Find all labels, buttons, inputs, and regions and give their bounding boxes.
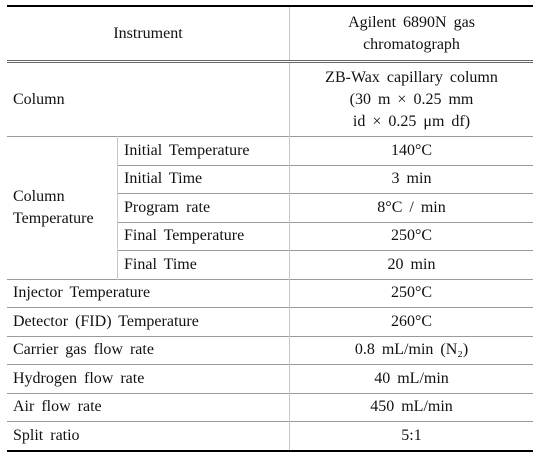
spec-table: Instrument Agilent 6890N gas chromatogra… [7,5,533,452]
value-line: id × 0.25 μm df) [352,112,471,130]
value-line: (30 m × 0.25 mm [349,90,474,108]
row: Injector Temperature 250°C [7,278,533,308]
group-label-line: Temperature [13,209,94,227]
label-cell: Column [7,60,290,137]
value-cell: 0.8 mL/min (N₂) [289,335,533,365]
header-cell: Agilent 6890N gas chromatograph [289,5,533,62]
label-cell: Final Time [117,250,290,279]
value-cell: 260°C [289,307,533,336]
value-cell: 250°C [289,221,533,251]
row: Initial Time 3 min [7,164,533,194]
value-cell: 40 mL/min [289,364,533,393]
label-cell: Carrier gas flow rate [7,335,290,365]
row: Carrier gas flow rate 0.8 mL/min (N₂) [7,335,533,365]
row: Column ZB-Wax capillary column (30 m × 0… [7,60,533,137]
row: Split ratio 5:1 [7,421,533,452]
label-cell: Hydrogen flow rate [7,364,290,393]
label-cell: Detector (FID) Temperature [7,307,290,336]
group-label-cell: Column Temperature [7,136,118,279]
row: Final Time 20 min [7,250,533,279]
value-cell: 450 mL/min [289,392,533,422]
label-cell: Program rate [117,193,290,222]
label-cell: Split ratio [7,421,290,452]
label-cell: Initial Temperature [117,136,290,165]
value-cell: 20 min [289,250,533,279]
label-cell: Injector Temperature [7,278,290,308]
row: Air flow rate 450 mL/min [7,392,533,422]
header-line: Agilent 6890N gas [348,13,475,31]
value-cell: 3 min [289,164,533,194]
row: Final Temperature 250°C [7,221,533,251]
value-cell: 8°C / min [289,193,533,222]
value-cell: 250°C [289,278,533,308]
value-cell: ZB-Wax capillary column (30 m × 0.25 mm … [289,60,533,137]
row: Program rate 8°C / min [7,193,533,222]
label-cell: Initial Time [117,164,290,194]
header-line: chromatograph [363,35,460,53]
header-cell: Instrument [7,5,290,62]
row: Column Temperature Initial Temperature 1… [7,136,533,279]
row: Detector (FID) Temperature 260°C [7,307,533,336]
value-line: ZB-Wax capillary column [325,68,498,86]
row: Hydrogen flow rate 40 mL/min [7,364,533,393]
label-cell: Air flow rate [7,392,290,422]
group-label-line: Column [13,187,65,205]
header-row: Instrument Agilent 6890N gas chromatogra… [7,5,533,62]
label-cell: Final Temperature [117,221,290,251]
value-cell: 140°C [289,136,533,165]
value-cell: 5:1 [289,421,533,452]
